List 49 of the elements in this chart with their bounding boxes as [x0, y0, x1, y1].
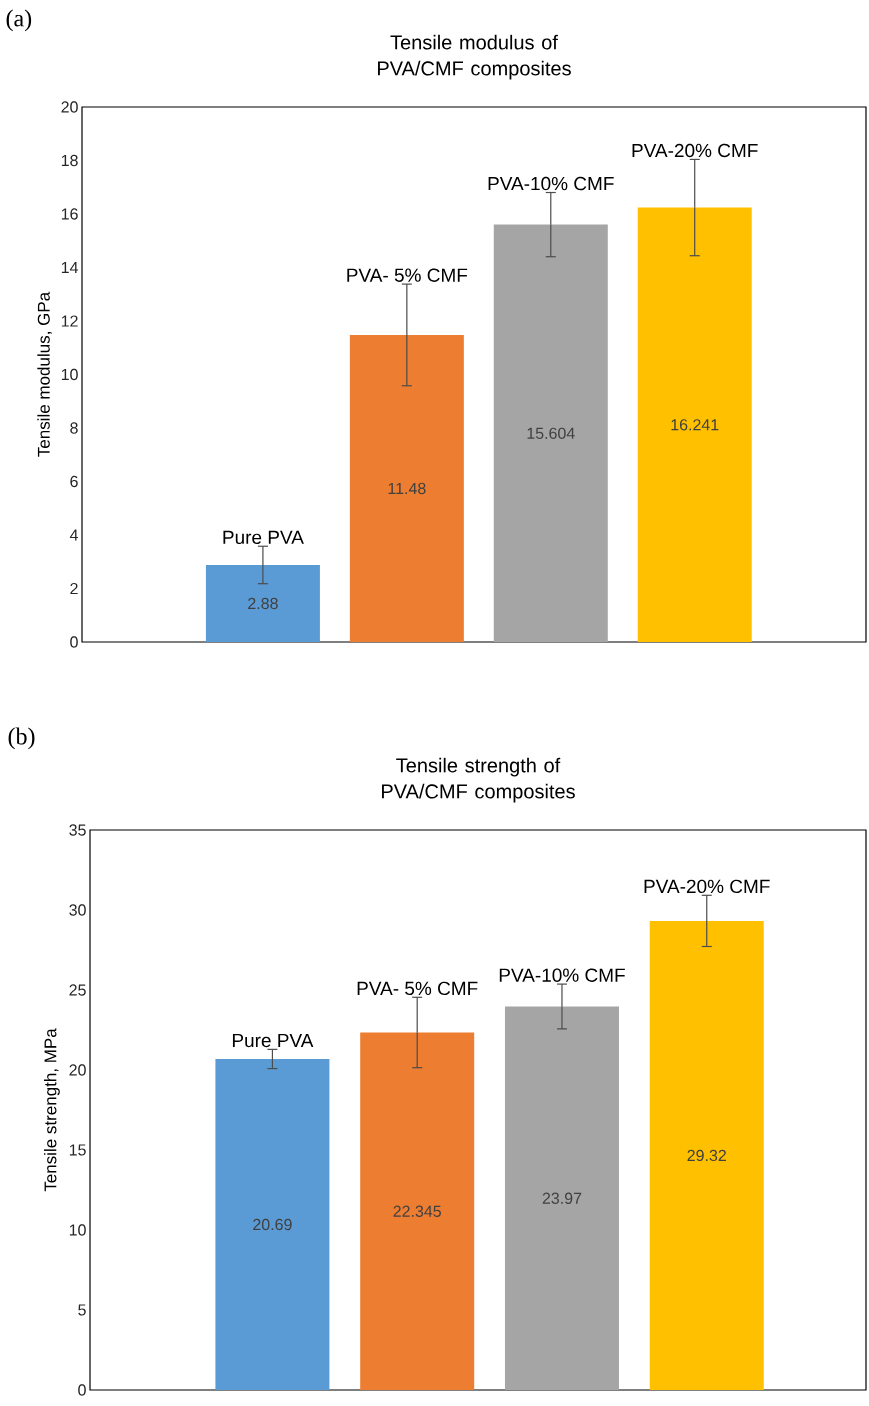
bar	[360, 1032, 475, 1391]
y-tick-label: 20	[69, 1064, 86, 1076]
x-tick-label: Pure PVA	[223, 530, 304, 545]
y-tick-label: 4	[69, 529, 78, 541]
data-label: 20.69	[253, 1218, 292, 1231]
x-tick-label: PVA- 5% CMF	[357, 981, 478, 996]
y-tick-label: 15	[69, 1144, 86, 1156]
y-tick-label: 20	[61, 101, 78, 113]
chart-title: Tensile strength of PVA/CMF composites	[382, 757, 575, 803]
data-label: 22.345	[393, 1205, 441, 1217]
y-tick-label: 30	[69, 904, 86, 916]
text: (b)	[8, 727, 35, 750]
x-tick-label: Pure PVA	[232, 1033, 314, 1048]
bar	[493, 224, 608, 643]
text: (a)	[6, 9, 32, 32]
x-tick-label: PVA-10% CMF	[499, 968, 625, 982]
x-tick-label: PVA-10% CMF	[488, 176, 614, 191]
data-label: 23.97	[542, 1192, 582, 1204]
y-tick-label: 8	[70, 422, 78, 434]
bar	[637, 207, 752, 643]
y-tick-label: 18	[61, 154, 78, 167]
y-tick-label: 6	[70, 475, 78, 488]
y-tick-label: 5	[78, 1304, 86, 1316]
data-label: 16.241	[671, 419, 719, 431]
y-tick-label: 25	[69, 984, 86, 996]
x-tick-label: PVA-20% CMF	[632, 143, 758, 158]
y-tick-label: 10	[69, 1224, 86, 1236]
data-label: 11.48	[388, 482, 426, 495]
y-axis-title: Tensile strength, MPa	[43, 1028, 60, 1192]
y-tick-label: 2	[70, 582, 78, 595]
y-tick-label: 0	[70, 636, 78, 648]
chart-title: Tensile modulus of PVA/CMF composites	[378, 34, 571, 80]
bar	[649, 920, 764, 1391]
y-tick-label: 35	[69, 824, 86, 836]
y-tick-label: 0	[78, 1384, 86, 1396]
y-axis-title: Tensile modulus, GPa	[37, 291, 52, 457]
y-tick-label: 14	[61, 262, 78, 274]
y-tick-label: 12	[61, 315, 78, 327]
bar	[504, 1006, 619, 1391]
x-tick-label: PVA- 5% CMF	[347, 268, 468, 282]
y-tick-label: 10	[61, 368, 78, 381]
data-label: 2.88	[248, 597, 278, 610]
x-tick-label: PVA-20% CMF	[644, 879, 770, 894]
bar	[349, 334, 464, 643]
data-label: 29.32	[687, 1149, 726, 1162]
bar	[215, 1058, 330, 1391]
data-label: 15.604	[527, 427, 575, 439]
bar	[205, 564, 320, 643]
y-tick-label: 16	[61, 208, 78, 220]
